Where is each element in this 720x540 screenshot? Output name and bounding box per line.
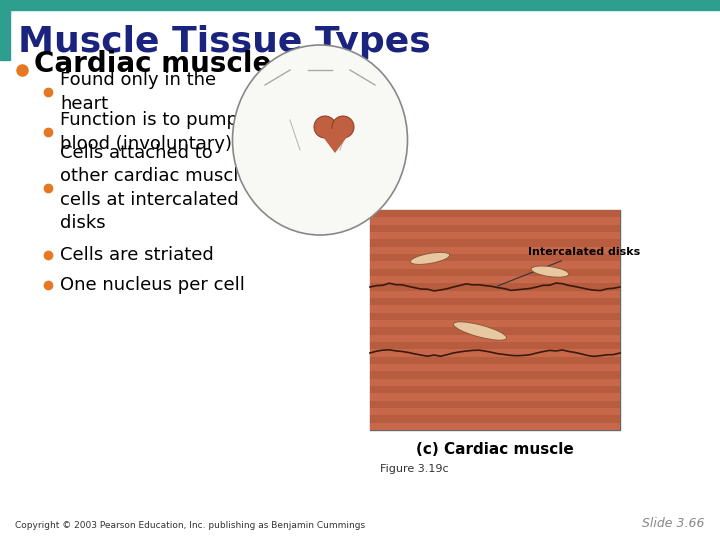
Bar (370, 423, 620, 430)
Ellipse shape (454, 322, 507, 340)
Bar (370, 372, 620, 379)
Bar (370, 335, 620, 342)
Polygon shape (317, 129, 353, 153)
Text: Muscle Tissue Types: Muscle Tissue Types (18, 25, 431, 59)
Bar (370, 217, 620, 225)
Text: Slide 3.66: Slide 3.66 (642, 517, 705, 530)
Ellipse shape (332, 116, 354, 138)
Ellipse shape (410, 252, 450, 265)
Bar (370, 261, 620, 269)
Bar (370, 356, 620, 364)
Text: Figure 3.19c: Figure 3.19c (380, 464, 449, 474)
Bar (370, 276, 620, 284)
Bar (370, 298, 620, 305)
Bar (370, 232, 620, 239)
Bar (370, 254, 620, 261)
Text: Cells attached to
other cardiac muscle
cells at intercalated
disks: Cells attached to other cardiac muscle c… (60, 144, 250, 232)
Text: One nucleus per cell: One nucleus per cell (60, 276, 245, 294)
Bar (370, 284, 620, 291)
Bar (370, 386, 620, 393)
Ellipse shape (314, 116, 336, 138)
Bar (370, 225, 620, 232)
Bar (370, 291, 620, 298)
Ellipse shape (233, 45, 408, 235)
Text: Cells are striated: Cells are striated (60, 246, 214, 264)
Text: Function is to pump
blood (involuntary): Function is to pump blood (involuntary) (60, 111, 238, 153)
Bar (370, 247, 620, 254)
Bar (370, 393, 620, 401)
Bar (370, 401, 620, 408)
Bar (370, 349, 620, 356)
Bar (370, 239, 620, 247)
Bar (370, 415, 620, 423)
Bar (370, 364, 620, 372)
Bar (0, 5, 10, 60)
Ellipse shape (531, 266, 569, 277)
Bar (370, 269, 620, 276)
Bar (370, 342, 620, 349)
Bar (370, 210, 620, 430)
Bar (370, 327, 620, 335)
Text: (c) Cardiac muscle: (c) Cardiac muscle (416, 442, 574, 457)
Bar (370, 379, 620, 386)
Text: Cardiac muscle: Cardiac muscle (34, 50, 271, 78)
Bar (370, 305, 620, 313)
Text: Copyright © 2003 Pearson Education, Inc. publishing as Benjamin Cummings: Copyright © 2003 Pearson Education, Inc.… (15, 521, 365, 530)
Bar (370, 313, 620, 320)
Bar (370, 320, 620, 327)
Bar (0, 0, 720, 10)
Bar (370, 210, 620, 217)
Bar (370, 408, 620, 415)
Text: Intercalated disks: Intercalated disks (498, 247, 640, 286)
Text: Found only in the
heart: Found only in the heart (60, 71, 216, 113)
